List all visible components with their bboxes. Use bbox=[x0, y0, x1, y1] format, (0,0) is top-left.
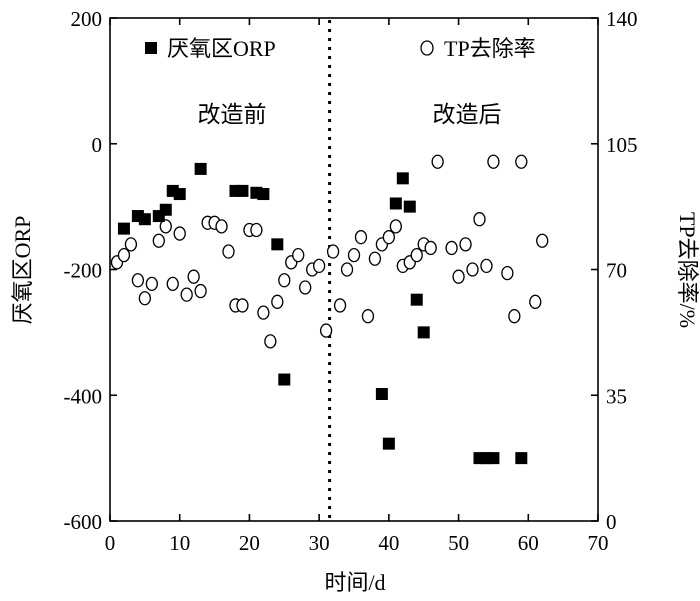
y-left-tick-label: -200 bbox=[64, 259, 103, 283]
tp-point bbox=[236, 298, 249, 313]
orp-point bbox=[396, 172, 409, 185]
tp-point bbox=[473, 212, 486, 227]
tp-point bbox=[368, 251, 382, 266]
orp-series bbox=[117, 162, 528, 465]
tp-point bbox=[410, 247, 423, 263]
orp-point bbox=[403, 200, 416, 213]
orp-point bbox=[173, 188, 186, 201]
y-right-tick-label: 35 bbox=[606, 384, 627, 408]
orp-point bbox=[257, 188, 270, 201]
orp-point bbox=[417, 326, 430, 339]
tp-point bbox=[452, 269, 465, 284]
tp-point bbox=[319, 323, 333, 338]
y-right-tick-label: 70 bbox=[606, 259, 627, 283]
tp-point bbox=[278, 273, 291, 288]
tp-point bbox=[424, 240, 437, 256]
orp-point bbox=[138, 213, 151, 226]
x-tick-label: 60 bbox=[518, 531, 539, 555]
y-left-tick-label: -600 bbox=[64, 510, 103, 534]
orp-point bbox=[375, 387, 388, 400]
tp-point bbox=[215, 219, 228, 234]
tp-point bbox=[124, 237, 138, 252]
legend-orp-marker bbox=[145, 42, 157, 54]
tp-point bbox=[333, 298, 347, 313]
tp-point bbox=[340, 262, 354, 277]
tp-point bbox=[312, 258, 326, 274]
tp-point bbox=[515, 154, 528, 169]
tp-point bbox=[508, 309, 521, 324]
tp-point bbox=[354, 230, 368, 245]
x-axis-title: 时间/d bbox=[324, 570, 385, 595]
tp-point bbox=[250, 222, 263, 238]
tp-point bbox=[389, 219, 402, 234]
axis-ticks: 0 10 20 30 40 50 60 70 -600 -400 -200 0 200 0 35 70 105 1… bbox=[64, 7, 638, 555]
orp-point bbox=[236, 184, 249, 197]
tp-point bbox=[347, 247, 361, 263]
tp-point bbox=[138, 291, 152, 306]
x-tick-label: 70 bbox=[588, 531, 609, 555]
orp-point bbox=[271, 238, 284, 251]
tp-point bbox=[501, 265, 514, 281]
tp-point bbox=[264, 334, 277, 349]
y-axis-left-title: 厌氧区ORP bbox=[10, 216, 35, 325]
phase-label-before: 改造前 bbox=[198, 102, 267, 127]
x-tick-label: 10 bbox=[169, 531, 190, 555]
y-axis-right-title: TP去除率/% bbox=[675, 212, 700, 328]
tp-point bbox=[271, 294, 284, 309]
phase-label-after: 改造后 bbox=[433, 102, 502, 127]
legend-orp-label: 厌氧区ORP bbox=[167, 36, 276, 61]
tp-point bbox=[445, 240, 458, 256]
plot-frame bbox=[109, 17, 599, 522]
tp-point bbox=[159, 219, 172, 234]
tp-point bbox=[173, 226, 186, 241]
tp-point bbox=[187, 269, 200, 284]
y-right-tick-label: 105 bbox=[606, 133, 638, 157]
y-right-tick-label: 0 bbox=[606, 510, 617, 534]
legend-tp-label: TP去除率 bbox=[444, 36, 536, 61]
x-tick-label: 50 bbox=[448, 531, 469, 555]
orp-point bbox=[117, 222, 130, 235]
tp-point bbox=[152, 233, 165, 248]
tp-point bbox=[487, 154, 500, 169]
tp-point bbox=[180, 287, 193, 302]
tp-point bbox=[431, 154, 444, 169]
orp-point bbox=[382, 437, 395, 450]
orp-point bbox=[515, 452, 528, 465]
x-tick-label: 20 bbox=[239, 531, 260, 555]
tp-point bbox=[222, 244, 235, 259]
tp-point bbox=[257, 305, 270, 320]
tp-point bbox=[466, 262, 479, 277]
tp-point bbox=[536, 233, 549, 248]
tp-point bbox=[194, 283, 207, 299]
legend-tp-marker bbox=[420, 40, 434, 56]
tp-point bbox=[529, 294, 542, 309]
tp-point bbox=[131, 273, 145, 288]
y-right-tick-label: 140 bbox=[606, 7, 638, 31]
x-tick-label: 0 bbox=[105, 531, 116, 555]
tp-point bbox=[117, 247, 131, 263]
y-left-tick-label: 200 bbox=[71, 7, 103, 31]
tp-point bbox=[145, 276, 158, 292]
tp-point bbox=[292, 247, 305, 263]
tp-point bbox=[166, 276, 179, 292]
x-tick-label: 30 bbox=[309, 531, 330, 555]
tp-point bbox=[326, 244, 340, 259]
orp-point bbox=[487, 452, 500, 465]
y-left-tick-label: 0 bbox=[92, 133, 103, 157]
orp-point bbox=[389, 197, 402, 210]
tp-point bbox=[299, 280, 312, 295]
orp-point bbox=[410, 293, 423, 306]
y-left-tick-label: -400 bbox=[64, 384, 103, 408]
tp-series bbox=[110, 154, 549, 349]
tp-point bbox=[459, 237, 472, 252]
tp-point bbox=[480, 258, 493, 274]
orp-point bbox=[159, 203, 172, 216]
tp-point bbox=[361, 309, 375, 324]
x-tick-label: 40 bbox=[378, 531, 399, 555]
orp-point bbox=[278, 373, 291, 386]
orp-point bbox=[194, 162, 207, 175]
tp-point bbox=[382, 230, 396, 245]
